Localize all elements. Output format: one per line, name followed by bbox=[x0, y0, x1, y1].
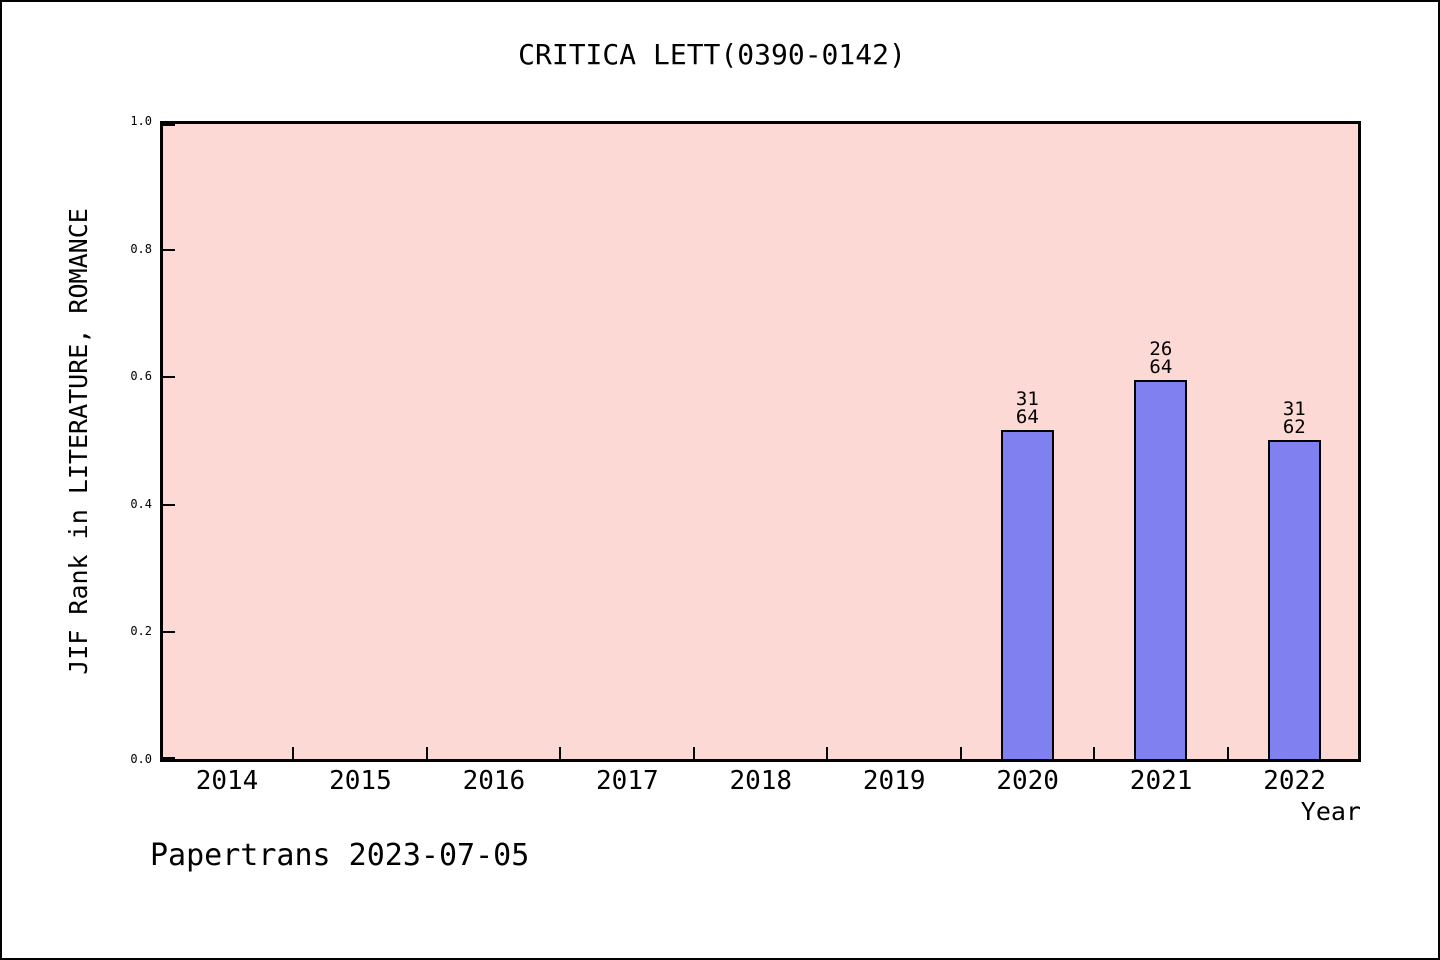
x-tick bbox=[425, 747, 428, 759]
bar-annotation-2020: 31 64 bbox=[987, 388, 1067, 429]
x-tick-label: 2020 bbox=[996, 766, 1059, 796]
chart-title: CRITICA LETT(0390-0142) bbox=[518, 38, 906, 71]
bar-annotation-line: 62 bbox=[1282, 416, 1306, 438]
y-tick bbox=[163, 376, 175, 379]
y-tick bbox=[163, 124, 175, 126]
x-tick bbox=[559, 747, 562, 759]
y-tick bbox=[163, 631, 175, 634]
bar-annotation-2022: 31 62 bbox=[1254, 398, 1334, 438]
y-tick-label: 0.6 bbox=[130, 369, 152, 384]
x-tick-label: 2016 bbox=[462, 766, 526, 796]
bar-2020 bbox=[1000, 430, 1054, 761]
footer-text: Papertrans 2023-07-05 bbox=[150, 838, 530, 873]
x-tick bbox=[1093, 747, 1096, 759]
y-tick bbox=[163, 503, 175, 506]
x-axis-title: Year bbox=[1300, 797, 1361, 826]
bar-annotation-line: 26 bbox=[1149, 338, 1173, 361]
y-tick-label: 1.0 bbox=[130, 114, 152, 128]
x-tick-label: 2021 bbox=[1129, 766, 1193, 796]
x-tick bbox=[692, 747, 695, 759]
bar-annotation-line: 64 bbox=[1015, 406, 1039, 429]
bar-annotation-line: 31 bbox=[1282, 398, 1306, 420]
x-tick bbox=[959, 747, 962, 759]
x-tick-label: 2018 bbox=[729, 766, 793, 796]
x-tick-label: 2015 bbox=[329, 766, 392, 796]
bar-2022 bbox=[1267, 440, 1321, 761]
bar-annotation-line: 64 bbox=[1149, 356, 1173, 379]
x-tick-label: 2014 bbox=[195, 766, 259, 796]
y-tick bbox=[163, 757, 175, 759]
x-tick-label: 2022 bbox=[1263, 766, 1326, 796]
bar-annotation-2021: 26 64 bbox=[1121, 338, 1201, 379]
y-tick-label: 0.2 bbox=[130, 624, 152, 639]
bar-annotation-line: 31 bbox=[1015, 388, 1039, 411]
bar-2021 bbox=[1134, 380, 1188, 761]
x-tick bbox=[292, 747, 295, 759]
x-tick bbox=[826, 747, 829, 759]
x-tick-label: 2017 bbox=[596, 766, 659, 796]
y-tick-label: 0.0 bbox=[130, 752, 152, 766]
x-tick-label: 2019 bbox=[862, 766, 926, 796]
y-axis-title-text: JIF Rank in LITERATURE, ROMANCE bbox=[63, 208, 93, 675]
y-axis-title: JIF Rank in LITERATURE, ROMANCE bbox=[50, 121, 106, 762]
x-tick bbox=[1226, 747, 1229, 759]
y-tick-label: 0.4 bbox=[130, 496, 152, 511]
y-tick-label: 0.8 bbox=[130, 241, 152, 256]
y-tick bbox=[163, 248, 175, 251]
